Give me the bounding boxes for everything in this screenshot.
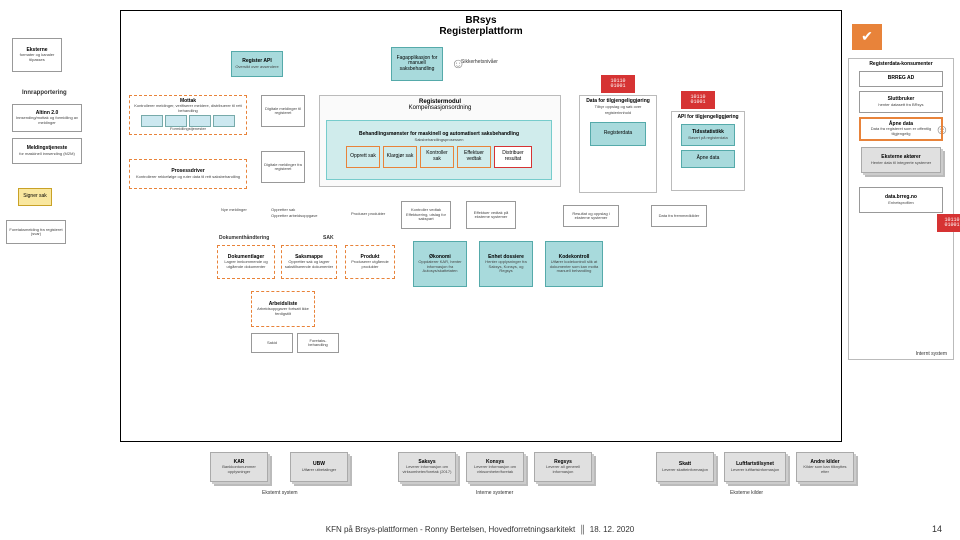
produser-label: Produser produkter <box>351 211 385 217</box>
dokumentlager-box: DokumentlagerLagrer innkommende og utgåe… <box>217 245 275 279</box>
signer-box: Signer sak <box>18 188 52 206</box>
binary-badge-1: 10110 01001 <box>601 75 635 93</box>
api-group: API for tilgjengeliggjøring Tidsstatisti… <box>671 111 745 191</box>
page-number: 14 <box>932 524 942 534</box>
user-icon: ☺ <box>451 55 465 71</box>
konsys-box: KonsysLeverer informasjon om virksomhete… <box>466 452 524 482</box>
tidsstatus-box: TidsstatistikkBasert på registerdata <box>681 124 735 146</box>
mottak-box: MottakKontrollerer meldinger, verifisere… <box>129 95 247 135</box>
digitale-meldinger-inn: Digitale meldinger til registeret <box>261 95 305 127</box>
dokh-label: Dokumenthåndtering <box>219 235 269 241</box>
saksid-box: Sakid <box>251 333 293 353</box>
internt-label: Internt system <box>916 351 947 357</box>
sluttbruker-box: Sluttbrukerhenter datasett fra BRsys <box>859 91 943 113</box>
luftfart-box: LuftfartstilsynetLeverer luftfartsinform… <box>724 452 786 482</box>
binary-badge-3: 10110 01001 <box>937 214 960 232</box>
eksterne-kilder-label: Eksterne kilder <box>730 490 763 496</box>
konsumenter-group: Registerdata-konsumenter BRREG AD Sluttb… <box>848 58 954 360</box>
step-opprett: Opprett sak <box>346 146 380 168</box>
platform-title: BRsys Registerplattform <box>121 15 841 37</box>
foretaks-beh-box: Foretaks-behandling <box>297 333 339 353</box>
sikkerhet-label: Sikkerhetsnivåer <box>461 59 498 65</box>
resultat-box: Resultat og oppslag i eksterne systemer <box>563 205 619 227</box>
footer: KFN på Brsys-plattformen - Ronny Bertels… <box>0 525 960 534</box>
oppretter-label: Oppretter sak Oppretter arbeidsoppgave <box>271 207 331 219</box>
step-distribuer: Distribuer resultat <box>494 146 532 168</box>
kar-box: KARBankkontonummer opplysninger <box>210 452 268 482</box>
brreg-box: BRREG AD <box>859 71 943 87</box>
step-effektuer: Effektuer vedtak <box>457 146 491 168</box>
effekt-box: Effektuer vedtak på eksterne systemer <box>466 201 516 229</box>
registerdata-box: Registerdata <box>590 122 646 146</box>
arbeidsliste-box: ArbeidslisteArbeidsoppgaver fortsatt ikk… <box>251 291 315 327</box>
registermodul-group: RegistermodulKompensasjonsordning Behand… <box>319 95 561 187</box>
enhetdossier-box: Enhet dossiereHenter opplysninger fra Sa… <box>479 241 533 287</box>
meldingstjeneste-box: Meldingstjenestefor maskinell innsending… <box>12 138 82 164</box>
nye-meld-label: Nye meldinger <box>221 207 261 213</box>
digitale-meldinger-ut: Digitale meldinger fra registeret <box>261 151 305 183</box>
check-icon: ✔ <box>852 24 882 50</box>
title-l1: BRsys <box>465 15 496 26</box>
footer-date: 18. 12. 2020 <box>590 525 634 534</box>
step-klargjor: Klargjør sak <box>383 146 417 168</box>
skatt-box: SkattLeverer skatteinformasjon <box>656 452 714 482</box>
title-l2: Registerplattform <box>439 26 522 37</box>
saksys-box: SaksysLeverer informasjon om virksomhete… <box>398 452 456 482</box>
apnedata-box: Åpne data <box>681 150 735 168</box>
prosessdriver-box: ProsessdriverKontrollerer rekkefølge og … <box>129 159 247 189</box>
binary-badge-2: 10110 01001 <box>681 91 715 109</box>
eksternt-label: Eksternt system <box>262 490 298 496</box>
kodekontroll-box: KodekontrollUtfører kodekontroll slik at… <box>545 241 603 287</box>
eksterne-top-box: Eksterneformater og kanaler tilpasses <box>12 38 62 72</box>
databrreg-box: data.brreg.noEnhetsprofilen <box>859 187 943 213</box>
eksterne-aktorer-box: Eksterne aktørerHenter data til integrer… <box>861 147 941 173</box>
okonomi-box: ØkonomiOppdaterer KAR, henter informasjo… <box>413 241 467 287</box>
register-api-box: Register APIOversikt over avsendere <box>231 51 283 77</box>
sak-label: SAK <box>323 235 334 241</box>
saksmappe-box: SaksmappeOppretter sak og lagrer sakstil… <box>281 245 337 279</box>
kontroll-box: Kontroller vedtak Effektuering, utslag f… <box>401 201 451 229</box>
produkt-box: ProduktProduserer utgående produkter <box>345 245 395 279</box>
ubw-box: UBWUtfører utbetalinger <box>290 452 348 482</box>
data-tilg-group: Data for tilgjengeliggjøringTilbyr oppsl… <box>579 95 657 193</box>
step-kontroller: Kontroller sak <box>420 146 454 168</box>
altinn-box: Altinn 2.0Innsending/mottak og formidlin… <box>12 104 82 132</box>
regsys-box: RegsysLeverer all generell informasjon <box>534 452 592 482</box>
apnedata2-box: Åpne dataData fra registeret som er offe… <box>859 117 943 141</box>
interne-label: Interne systemer <box>476 490 513 496</box>
fagapp-box: Fagapplikasjon for manuell saksbehandlin… <box>391 47 443 81</box>
main-platform-frame: BRsys Registerplattform Register APIOver… <box>120 10 842 442</box>
foretaks-svar-box: Foretaksmelding fra registeret (svar) <box>6 220 66 244</box>
datafra-box: Data fra fremmedkilder <box>651 205 707 227</box>
footer-text: KFN på Brsys-plattformen - Ronny Bertels… <box>326 525 575 534</box>
behandlings-box: Behandlingsmønster for maskinell og auto… <box>326 120 552 180</box>
innrapportering-label: Innrapportering <box>22 90 67 96</box>
andre-box: Andre kilderKilder som kan tilknyttes et… <box>796 452 854 482</box>
